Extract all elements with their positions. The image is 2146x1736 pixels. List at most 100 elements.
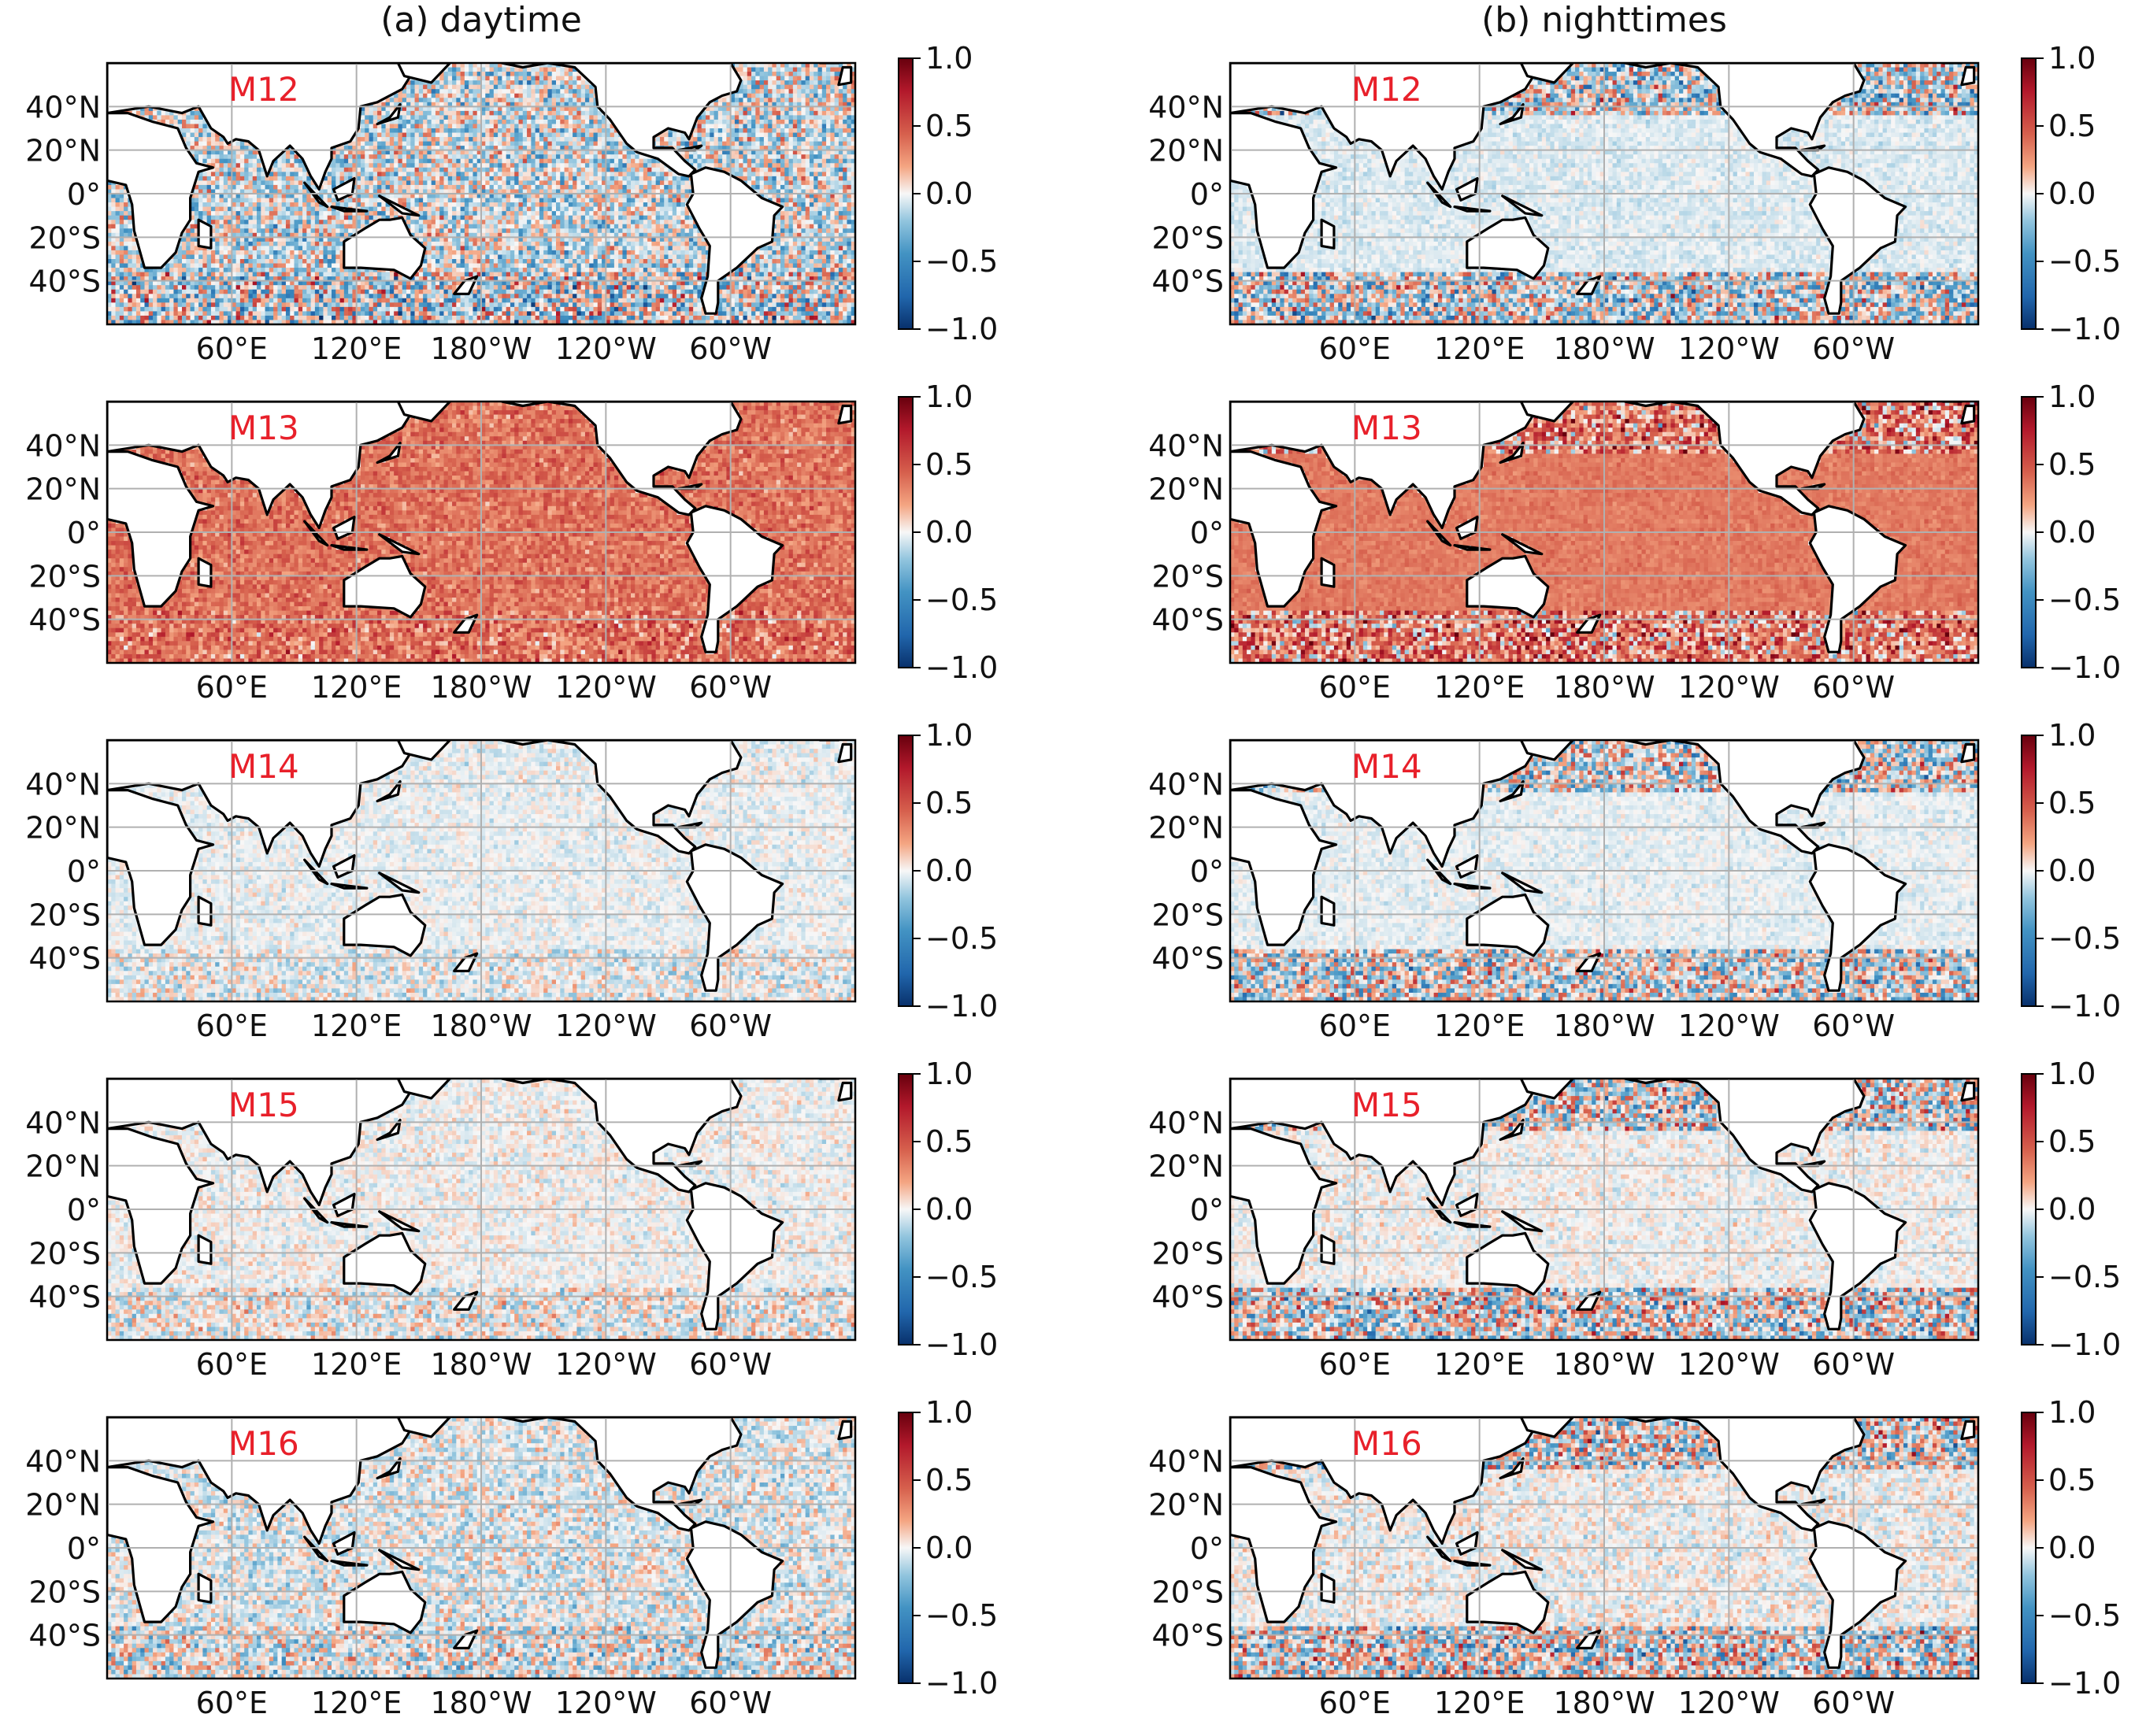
grid-cell <box>198 185 203 190</box>
grid-cell <box>452 207 457 212</box>
grid-cell <box>381 128 386 133</box>
grid-cell <box>643 163 648 168</box>
grid-cell <box>614 133 619 138</box>
grid-cell <box>693 159 698 164</box>
grid-cell <box>523 115 528 120</box>
grid-cell <box>573 202 577 207</box>
grid-cell <box>830 124 835 128</box>
grid-cell <box>839 185 843 190</box>
grid-cell <box>826 68 831 72</box>
grid-cell <box>436 128 440 133</box>
grid-cell <box>714 154 719 159</box>
grid-cell <box>361 168 365 172</box>
grid-cell <box>469 176 473 181</box>
grid-cell <box>220 242 224 246</box>
grid-cell <box>506 72 511 76</box>
grid-cell <box>594 142 599 146</box>
grid-cell <box>822 128 827 133</box>
grid-cell <box>747 180 752 185</box>
grid-cell <box>776 137 781 142</box>
grid-cell <box>814 94 818 98</box>
grid-cell <box>801 220 806 224</box>
grid-cell <box>643 216 648 220</box>
grid-cell <box>585 242 590 246</box>
grid-cell <box>706 115 710 120</box>
grid-cell <box>631 211 636 216</box>
grid-cell <box>560 142 565 146</box>
grid-cell <box>195 120 199 124</box>
grid-cell <box>452 159 457 164</box>
grid-cell <box>814 163 818 168</box>
grid-cell <box>282 180 287 185</box>
grid-cell <box>257 216 261 220</box>
grid-cell <box>398 124 402 128</box>
grid-cell <box>514 128 519 133</box>
grid-cell <box>594 168 599 172</box>
grid-cell <box>215 180 220 185</box>
grid-cell <box>610 180 615 185</box>
grid-cell <box>843 224 847 229</box>
grid-cell <box>494 159 499 164</box>
grid-cell <box>244 224 249 229</box>
grid-cell <box>519 180 524 185</box>
grid-cell <box>647 159 652 164</box>
grid-cell <box>739 89 743 94</box>
grid-cell <box>589 172 594 176</box>
grid-cell <box>335 163 340 168</box>
grid-cell <box>789 242 794 246</box>
grid-cell <box>839 207 843 212</box>
grid-cell <box>485 216 490 220</box>
grid-cell <box>581 137 586 142</box>
grid-cell <box>452 176 457 181</box>
grid-cell <box>502 137 506 142</box>
grid-cell <box>485 85 490 90</box>
grid-cell <box>531 115 536 120</box>
grid-cell <box>215 228 220 233</box>
grid-cell <box>240 154 245 159</box>
grid-cell <box>639 224 644 229</box>
grid-cell <box>565 176 569 181</box>
grid-cell <box>822 216 827 220</box>
grid-cell <box>502 89 506 94</box>
grid-cell <box>527 137 532 142</box>
grid-cell <box>643 198 648 203</box>
grid-cell <box>461 72 465 76</box>
grid-cell <box>743 168 748 172</box>
grid-cell <box>510 72 515 76</box>
grid-cell <box>140 111 145 116</box>
grid-cell <box>369 133 374 138</box>
grid-cell <box>543 185 548 190</box>
grid-cell <box>760 98 765 102</box>
grid-cell <box>436 133 440 138</box>
grid-cell <box>182 120 187 124</box>
grid-cell <box>465 133 469 138</box>
grid-cell <box>444 198 449 203</box>
grid-cell <box>323 216 328 220</box>
grid-cell <box>585 124 590 128</box>
grid-cell <box>764 68 769 72</box>
grid-cell <box>473 68 477 72</box>
grid-cell <box>843 211 847 216</box>
grid-cell <box>473 202 477 207</box>
grid-cell <box>415 220 420 224</box>
grid-cell <box>335 211 340 216</box>
grid-cell <box>760 94 765 98</box>
grid-cell <box>569 72 573 76</box>
grid-cell <box>456 207 461 212</box>
grid-cell <box>432 198 436 203</box>
grid-cell <box>569 220 573 224</box>
grid-cell <box>236 163 241 168</box>
grid-cell <box>835 168 839 172</box>
grid-cell <box>826 142 831 146</box>
grid-cell <box>332 211 336 216</box>
grid-cell <box>839 111 843 116</box>
grid-cell <box>614 198 619 203</box>
grid-cell <box>814 220 818 224</box>
grid-cell <box>565 220 569 224</box>
grid-cell <box>835 216 839 220</box>
grid-cell <box>506 163 511 168</box>
grid-cell <box>581 159 586 164</box>
grid-cell <box>664 185 669 190</box>
grid-cell <box>598 124 602 128</box>
grid-cell <box>265 220 270 224</box>
